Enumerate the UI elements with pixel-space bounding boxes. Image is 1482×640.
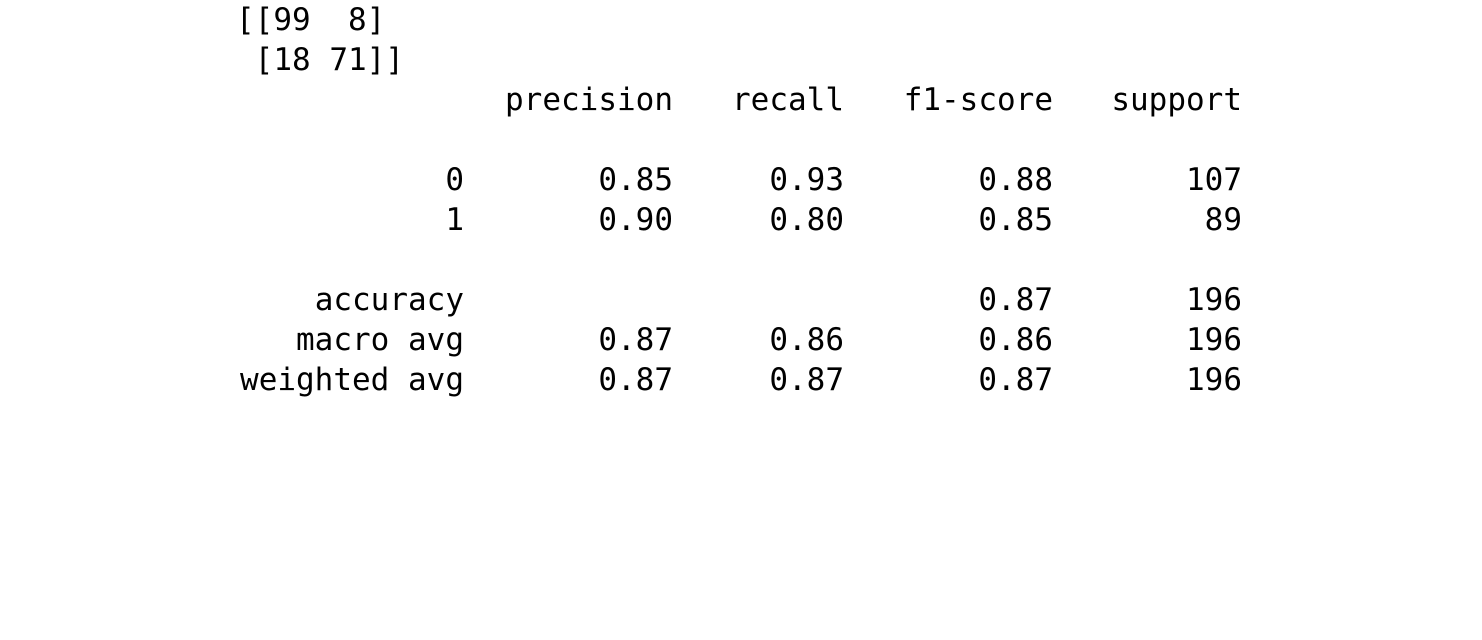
precision-value: 0.87 <box>598 362 673 398</box>
f1-value: 0.88 <box>978 162 1053 198</box>
f1-value: 0.87 <box>978 282 1053 318</box>
summary-row-weighted-avg: weighted avg 0.87 0.87 0.87 196 <box>0 360 1482 400</box>
row-label: weighted avg <box>240 362 464 398</box>
summary-row-macro-avg: macro avg 0.87 0.86 0.86 196 <box>0 320 1482 360</box>
header-f1-score: f1-score <box>903 82 1053 118</box>
recall-value: 0.87 <box>769 362 844 398</box>
support-value: 107 <box>1186 162 1242 198</box>
matrix-row-text: [[99 8] <box>236 2 386 38</box>
header-support: support <box>1111 82 1242 118</box>
f1-value: 0.87 <box>978 362 1053 398</box>
row-label: 0 <box>445 162 464 198</box>
recall-value: 0.86 <box>769 322 844 358</box>
row-label: 1 <box>445 202 464 238</box>
matrix-row-text: [18 71]] <box>236 42 404 78</box>
recall-value: 0.80 <box>769 202 844 238</box>
confusion-matrix-row-2: [18 71]] <box>0 40 1482 80</box>
precision-value: 0.90 <box>598 202 673 238</box>
precision-value: 0.87 <box>598 322 673 358</box>
precision-value: 0.85 <box>598 162 673 198</box>
support-value: 196 <box>1186 322 1242 358</box>
support-value: 196 <box>1186 362 1242 398</box>
f1-value: 0.86 <box>978 322 1053 358</box>
report-header: precision recall f1-score support <box>0 80 1482 120</box>
row-label: accuracy <box>314 282 464 318</box>
header-recall: recall <box>732 82 844 118</box>
row-label: macro avg <box>296 322 464 358</box>
support-value: 89 <box>1204 202 1242 238</box>
f1-value: 0.85 <box>978 202 1053 238</box>
confusion-matrix-row-1: [[99 8] <box>0 0 1482 40</box>
table-row: 0 0.85 0.93 0.88 107 <box>0 160 1482 200</box>
summary-row-accuracy: accuracy 0.87 196 <box>0 280 1482 320</box>
recall-value: 0.93 <box>769 162 844 198</box>
support-value: 196 <box>1186 282 1242 318</box>
header-precision: precision <box>505 82 673 118</box>
table-row: 1 0.90 0.80 0.85 89 <box>0 200 1482 240</box>
